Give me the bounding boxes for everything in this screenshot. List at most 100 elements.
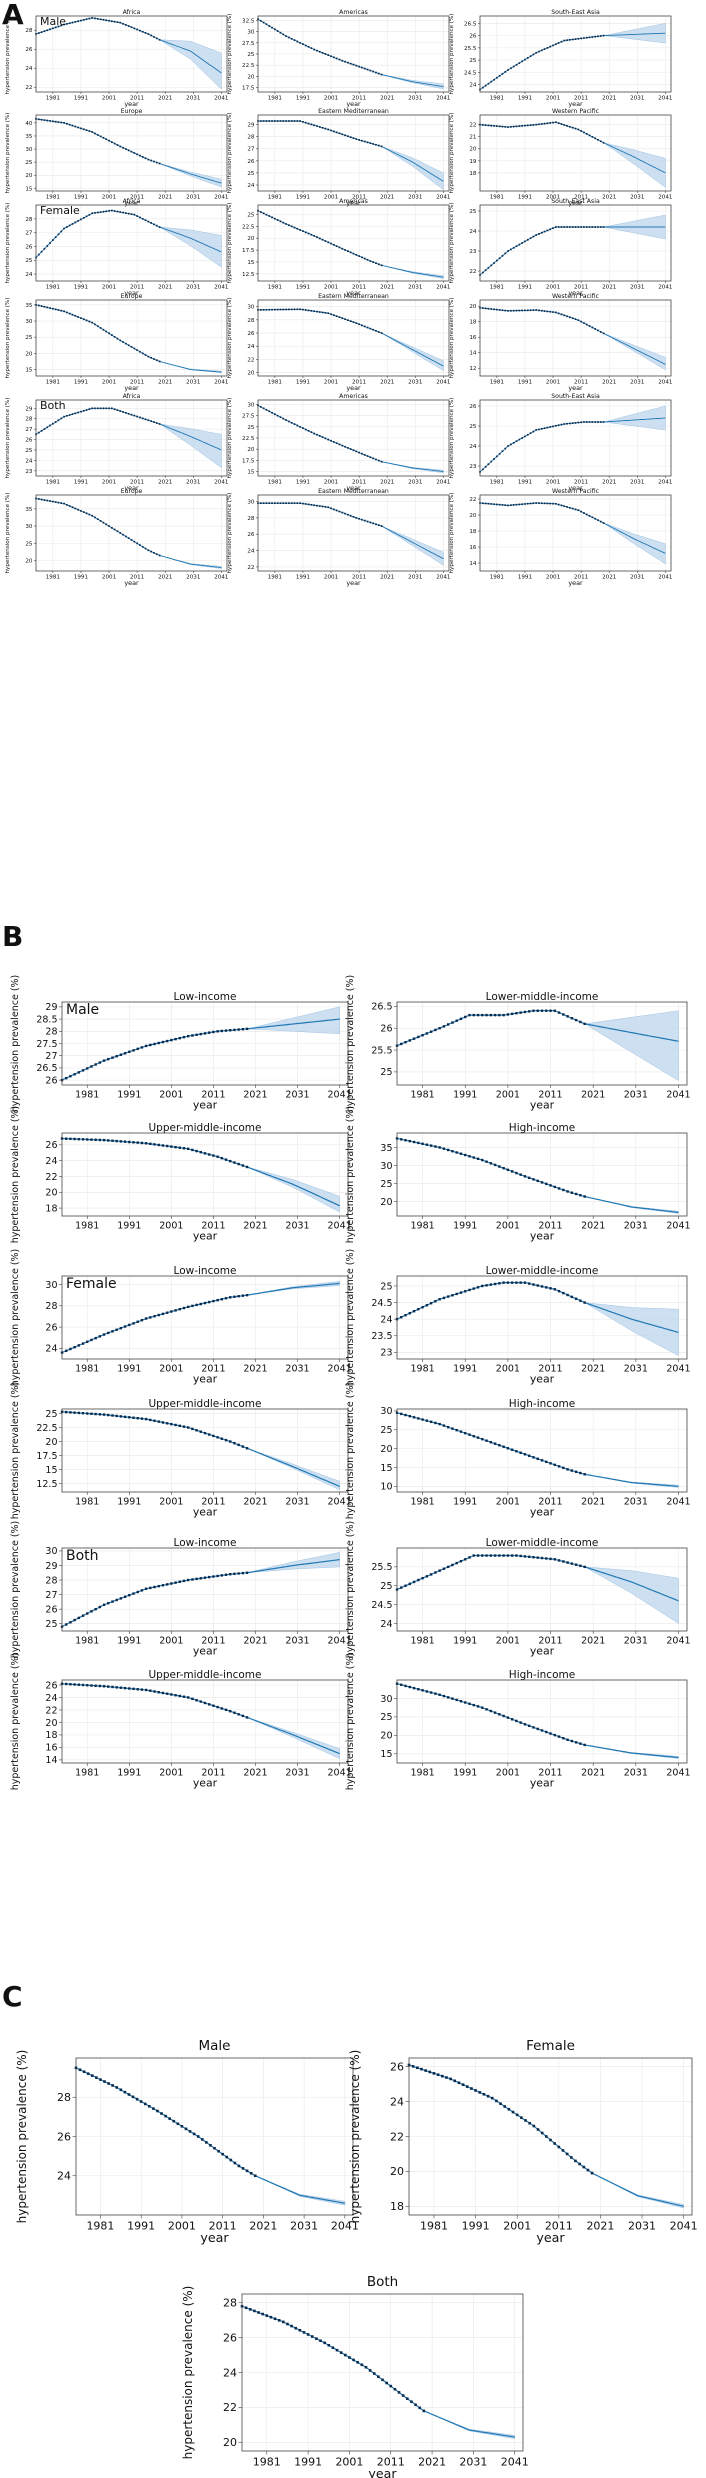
chart-a-female-11: 1981 1991 2001 2011 2021 2031 20411214161820ye… (449, 293, 673, 392)
observed-point (170, 1422, 173, 1426)
observed-point (425, 1032, 429, 1035)
observed-point (276, 120, 279, 122)
observed-point (569, 316, 571, 319)
y-tick-label: 19 (469, 159, 477, 165)
y-axis-label: hypertension prevalence (%) (10, 1521, 21, 1659)
observed-point (237, 1295, 240, 1298)
observed-point (372, 261, 375, 263)
y-tick-label: 24 (45, 1344, 57, 1355)
observed-point (570, 1739, 574, 1743)
observed-point (98, 1061, 102, 1064)
observed-point (49, 424, 51, 427)
x-tick-label: 1981 (268, 96, 283, 102)
x-tick-label: 2041 (436, 96, 451, 102)
observed-point (43, 30, 46, 33)
y-axis-label: hypertension prevalence (%) (10, 1249, 21, 1387)
observed-point (335, 509, 338, 512)
observed-point (155, 553, 158, 556)
observed-point (96, 325, 99, 328)
observed-point (296, 40, 299, 43)
x-tick-label: 2041 (214, 96, 229, 102)
x-axis-label: year (530, 1229, 555, 1242)
y-axis-label: hypertension prevalence (%) (345, 975, 356, 1113)
x-tick-label: 2021 (602, 96, 617, 102)
observed-point (65, 1137, 68, 1140)
observed-point (108, 407, 110, 410)
x-tick-label: 1991 (74, 96, 89, 102)
observed-point (136, 1047, 139, 1051)
observed-point (164, 2114, 167, 2118)
observed-point (321, 505, 324, 508)
y-tick-label: 27 (45, 1051, 57, 1062)
observed-point (554, 226, 557, 228)
observed-point (224, 1438, 228, 1442)
observed-point (105, 407, 108, 410)
observed-point (54, 26, 57, 29)
observed-point (139, 350, 141, 353)
observed-point (60, 502, 63, 504)
chart-b-female-22: 1981 1991 2001 2011 2021 2031 204124262830year… (10, 1249, 352, 1387)
observed-point (597, 138, 599, 141)
x-tick-label: 1981 (410, 1497, 434, 1508)
observed-point (361, 256, 363, 259)
observed-point (434, 1145, 437, 1148)
observed-point (579, 1194, 582, 1197)
observed-point (330, 313, 332, 316)
observed-point (536, 1284, 539, 1287)
observed-point (602, 34, 605, 37)
observed-point (408, 1039, 411, 1042)
observed-point (153, 421, 155, 423)
x-tick-label: 2011 (201, 1221, 225, 1232)
y-tick-label: 25 (247, 171, 255, 177)
observed-point (344, 2353, 347, 2357)
y-tick-label: 25 (25, 160, 33, 166)
chart-title: Female (526, 2038, 575, 2054)
chart-a-female-6: 1981 1991 2001 2011 2021 2031 20412425262728ye… (5, 198, 229, 297)
observed-point (562, 1560, 565, 1563)
observed-point (77, 1683, 81, 1686)
observed-point (579, 1742, 582, 1745)
x-tick-label: 1991 (296, 480, 311, 486)
observed-point (585, 133, 588, 135)
y-tick-label: 18 (469, 171, 477, 177)
observed-point (299, 425, 301, 428)
observed-point (498, 125, 501, 128)
observed-point (111, 2084, 114, 2087)
observed-point (46, 245, 49, 247)
observed-point (174, 1145, 177, 1149)
observed-point (400, 1315, 403, 1319)
observed-point (510, 1170, 514, 1173)
x-axis-label: year (200, 2230, 229, 2245)
observed-point (549, 228, 552, 231)
x-tick-label: 2021 (581, 1497, 605, 1508)
chart-a-both-12: 1981 1991 2001 2011 2021 2031 2041232425262728… (5, 393, 229, 492)
observed-point (155, 161, 158, 164)
observed-point (186, 1696, 190, 1699)
observed-point (461, 2083, 465, 2086)
observed-point (545, 1460, 548, 1464)
forecast-band (247, 1448, 340, 1491)
chart-title: Africa (123, 198, 141, 205)
observed-point (71, 223, 74, 225)
forecast-band (381, 525, 444, 566)
observed-point (489, 1554, 493, 1557)
plot-frame (61, 1275, 349, 1360)
observed-point (158, 360, 161, 363)
observed-point (481, 1437, 484, 1441)
x-tick-label: 2011 (538, 1768, 562, 1779)
observed-point (526, 502, 529, 505)
observed-point (139, 2100, 143, 2103)
observed-point (557, 1187, 561, 1190)
observed-point (63, 310, 65, 313)
x-tick-label: 1991 (74, 285, 89, 291)
x-tick-label: 1991 (296, 575, 311, 581)
x-tick-label: 2041 (214, 380, 229, 386)
observed-point (532, 430, 535, 433)
x-axis-label: year (530, 1644, 555, 1657)
observed-point (438, 1146, 441, 1149)
observed-point (347, 135, 349, 138)
y-tick-label: 26 (45, 1140, 57, 1151)
observed-point (147, 549, 150, 552)
observed-point (127, 2093, 131, 2096)
y-tick-label: 26 (25, 244, 33, 250)
